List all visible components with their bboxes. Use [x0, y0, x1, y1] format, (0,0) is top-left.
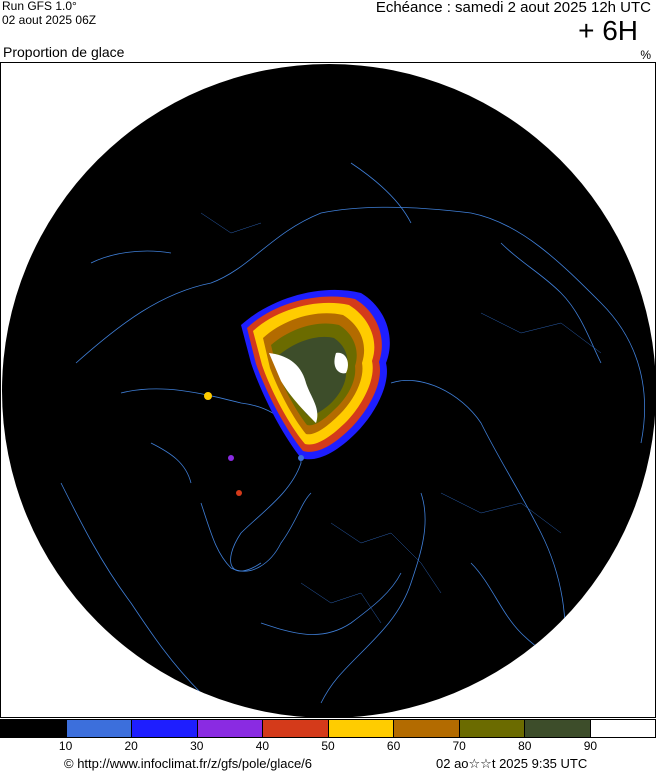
- legend-tick-label: 10: [58, 739, 73, 753]
- legend-tick-label: 70: [452, 739, 466, 753]
- unit-label: %: [640, 48, 651, 62]
- forecast-valid-time: Echéance : samedi 2 aout 2025 12h UTC: [375, 0, 651, 16]
- legend-tick-label: 30: [190, 739, 204, 753]
- legend-ticks: 10 20 30 40 50 60 70 80 90: [0, 739, 656, 755]
- legend-swatch: [525, 719, 591, 738]
- run-title: Run GFS 1.0°: [2, 0, 77, 13]
- run-date: 02 aout 2025 06Z: [2, 13, 97, 27]
- legend-tick-label: 40: [255, 739, 270, 753]
- legend-swatch: [263, 719, 329, 738]
- lead-time: + 6H: [578, 15, 638, 46]
- legend-tick-label: 20: [124, 739, 138, 753]
- sea-ice-field: [204, 289, 390, 496]
- legend-swatch: [197, 719, 263, 738]
- variable-name: Proportion de glace: [3, 44, 125, 60]
- polar-map: [2, 64, 656, 718]
- source-credit: © http://www.infoclimat.fr/z/gfs/pole/gl…: [64, 756, 313, 771]
- legend-swatch: [0, 719, 67, 738]
- legend-tick-label: 90: [583, 739, 598, 753]
- legend-swatch: [459, 719, 525, 738]
- country-borders: [200, 212, 602, 624]
- legend-swatch: [132, 719, 198, 738]
- legend-swatch: [394, 719, 460, 738]
- map-frame: [0, 62, 656, 718]
- legend-tick-label: 50: [321, 739, 335, 753]
- legend-tick-label: 80: [518, 739, 532, 753]
- legend-tick-label: 60: [386, 739, 401, 753]
- legend-swatch: [590, 719, 656, 738]
- color-legend: [0, 719, 656, 738]
- generation-time: 02 ao☆☆t 2025 9:35 UTC: [436, 756, 588, 771]
- legend-swatch: [328, 719, 394, 738]
- coastlines: [60, 162, 646, 704]
- legend-swatch: [66, 719, 132, 738]
